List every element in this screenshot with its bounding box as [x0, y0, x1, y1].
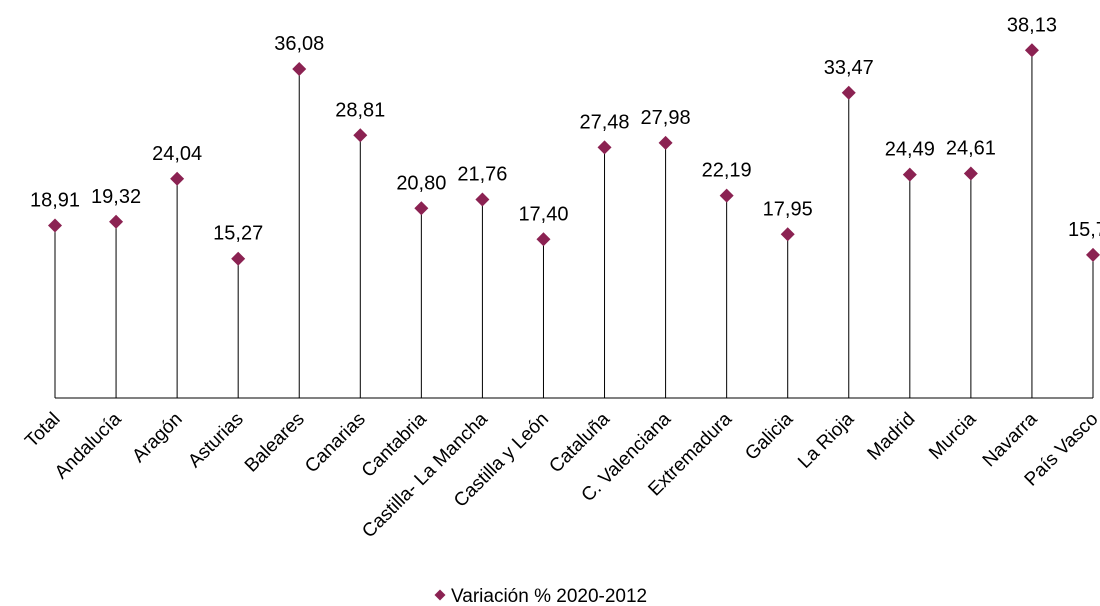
data-point-marker — [1086, 247, 1100, 262]
x-tick-label: La Rioja — [794, 408, 858, 472]
x-tick-label: Baleares — [241, 409, 309, 477]
data-label: 17,40 — [518, 203, 568, 225]
data-label: 27,48 — [579, 111, 629, 133]
x-tick-label: Andalucía — [51, 408, 126, 483]
data-point-marker — [780, 227, 795, 242]
data-label: 24,49 — [885, 139, 935, 161]
data-point-marker — [414, 201, 429, 216]
data-point-marker — [292, 61, 307, 76]
data-point-marker — [597, 140, 612, 155]
data-label: 19,32 — [91, 186, 141, 208]
data-label: 17,95 — [763, 198, 813, 220]
data-label: 15,27 — [213, 223, 263, 245]
data-label: 33,47 — [824, 57, 874, 79]
legend-marker — [434, 589, 446, 601]
data-label: 18,91 — [30, 190, 80, 212]
x-tick-label: Aragón — [128, 409, 186, 467]
data-point-marker — [353, 128, 368, 143]
x-tick-label: Asturias — [184, 409, 247, 472]
data-point-marker — [841, 85, 856, 100]
data-point-marker — [719, 188, 734, 203]
markers-layer — [48, 43, 1100, 266]
data-label: 38,13 — [1007, 14, 1057, 36]
data-label: 24,04 — [152, 143, 202, 165]
legend-series-name: Variación % 2020-2012 — [451, 586, 647, 606]
x-tick-label: Total — [21, 409, 64, 452]
data-point-marker — [475, 192, 490, 207]
data-label: 21,76 — [457, 164, 507, 186]
x-tick-label: Navarra — [979, 408, 1042, 471]
legend: Variación % 2020-2012 — [434, 586, 647, 606]
data-point-marker — [1024, 43, 1039, 58]
x-tick-label: Madrid — [863, 409, 919, 465]
data-point-marker — [48, 218, 62, 233]
x-tick-label: Murcia — [925, 408, 980, 463]
data-point-marker — [963, 166, 978, 181]
data-label: 28,81 — [335, 99, 385, 121]
data-point-marker — [658, 135, 673, 150]
data-label: 27,98 — [641, 107, 691, 129]
data-label: 15,70 — [1068, 219, 1100, 241]
data-point-marker — [536, 232, 551, 247]
drop-lines-layer — [54, 50, 1094, 398]
x-tick-label: Galicia — [741, 408, 797, 464]
data-point-marker — [231, 251, 246, 266]
data-label: 22,19 — [702, 160, 752, 182]
data-point-marker — [109, 214, 124, 229]
data-labels-layer: 18,91 19,32 24,04 15,27 36,08 28,81 20,80 21,76… — [30, 14, 1100, 244]
data-label: 20,80 — [396, 172, 446, 194]
data-point-marker — [170, 171, 185, 186]
data-label: 36,08 — [274, 33, 324, 55]
data-point-marker — [902, 167, 917, 182]
data-label: 24,61 — [946, 138, 996, 160]
